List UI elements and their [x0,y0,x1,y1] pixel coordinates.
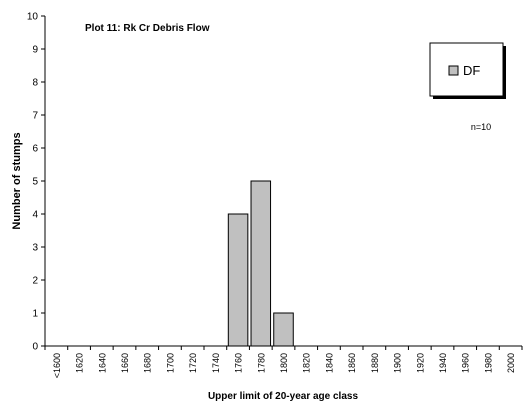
x-tick-label: 1880 [370,353,380,373]
x-tick-label: 1900 [393,353,403,373]
x-tick-label: 1960 [461,353,471,373]
x-tick-label: 1720 [188,353,198,373]
x-tick-label: 1660 [120,353,130,373]
x-tick-label: 1760 [234,353,244,373]
x-tick-label: 1740 [211,353,221,373]
y-tick-label: 5 [32,177,38,188]
y-tick-label: 6 [32,144,38,155]
legend-box [429,42,504,97]
x-tick-label: 1920 [415,353,425,373]
y-axis-label: Number of stumps [11,132,23,229]
x-tick-label: 2000 [506,353,516,373]
x-tick-label: 1800 [279,353,289,373]
legend-swatch [448,65,459,76]
y-tick-label: 9 [32,45,38,56]
y-tick-label: 2 [32,276,38,287]
bar [227,213,249,347]
y-tick-label: 7 [32,111,38,122]
y-tick-label: 8 [32,78,38,89]
x-tick-label: 1640 [97,353,107,373]
y-tick-label: 0 [32,342,38,353]
x-tick-label: <1600 [52,353,62,378]
x-tick-label: 1700 [165,353,175,373]
annotation: n=10 [471,122,491,132]
x-tick-label: 1940 [438,353,448,373]
x-tick-label: 1780 [256,353,266,373]
x-tick-label: 1840 [324,353,334,373]
y-tick-label: 10 [27,12,39,23]
x-axis-label: Upper limit of 20-year age class [208,391,359,402]
bar [273,312,294,347]
y-tick-label: 4 [32,210,38,221]
x-tick-label: 1860 [347,353,357,373]
y-tick-label: 3 [32,243,38,254]
chart-title: Plot 11: Rk Cr Debris Flow [85,23,210,34]
x-tick-label: 1820 [302,353,312,373]
y-tick-label: 1 [32,309,38,320]
legend: DF [429,42,506,99]
legend-label: DF [463,63,480,78]
bar [250,180,272,347]
x-tick-label: 1680 [143,353,153,373]
x-tick-label: 1980 [483,353,493,373]
x-tick-label: 1620 [75,353,85,373]
